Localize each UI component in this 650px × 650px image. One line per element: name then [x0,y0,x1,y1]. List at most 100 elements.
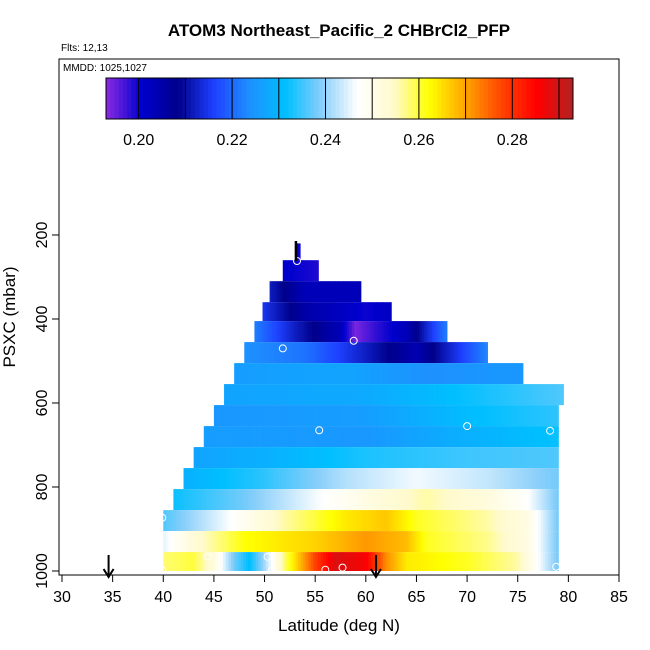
heatmap-cell [235,531,239,553]
colorbar-swatch [407,78,413,119]
heatmap-cell [343,384,347,406]
heatmap-cell [328,489,332,511]
heatmap-cell [417,342,421,364]
heatmap-cell [485,489,489,511]
heatmap-cell [292,302,296,322]
heatmap-cell [427,363,431,385]
heatmap-cell [460,552,464,571]
heatmap-cell [473,489,477,511]
heatmap-cell [349,342,353,364]
heatmap-cell [538,510,542,532]
heatmap-cell [475,510,479,532]
heatmap-cell [333,468,337,490]
heatmap-cell [412,342,416,364]
heatmap-cell [503,447,507,469]
heatmap-cell [368,510,372,532]
heatmap-cell [430,468,434,490]
heatmap-cell [415,489,419,511]
heatmap-cell [372,363,376,385]
heatmap-cell [299,321,303,343]
heatmap-cell [288,447,292,469]
heatmap-cell [378,552,382,571]
heatmap-cell [258,489,262,511]
heatmap-cell [455,489,459,511]
heatmap-cell [251,342,255,364]
colorbar-swatch [186,78,192,119]
heatmap-cell [225,552,229,571]
heatmap-cell [233,426,237,448]
heatmap-cell [438,510,442,532]
heatmap-cell [470,552,474,571]
heatmap-cell [321,405,325,427]
heatmap-cell [285,531,289,553]
heatmap-cell [358,405,362,427]
heatmap-cell [419,321,423,343]
heatmap-cell [241,405,245,427]
heatmap-cell [430,426,435,448]
heatmap-cell [311,342,316,364]
heatmap-cell [468,405,472,427]
colorbar-swatch [551,78,557,119]
heatmap-cell [469,342,473,364]
heatmap-cell [550,531,554,553]
heatmap-cell [350,447,355,469]
heatmap-cell [363,426,367,448]
heatmap-cell [271,363,275,385]
heatmap-cell [488,510,492,532]
heatmap-cell [466,384,470,406]
heatmap-cell [440,531,444,553]
heatmap-cell [295,302,299,322]
x-tick-label: 50 [256,589,274,606]
heatmap-cell [518,510,522,532]
heatmap-cell [200,531,204,553]
heatmap-cell [291,426,295,448]
heatmap-cell [404,321,408,343]
heatmap-cell [215,510,219,532]
heatmap-cell [433,489,437,511]
heatmap-cell [343,447,347,469]
heatmap-cell [210,489,214,511]
heatmap-cell [326,384,330,406]
heatmap-cell [301,384,305,406]
heatmap-cell [198,531,202,553]
heatmap-cell [389,321,393,343]
heatmap-cell [513,384,517,406]
heatmap-cell [468,384,472,406]
heatmap-cell [437,363,441,385]
heatmap-cell [315,468,320,490]
heatmap-cell [319,321,323,343]
heatmap-cell [268,405,272,427]
heatmap-cell [428,384,432,406]
heatmap-cell [173,489,177,511]
heatmap-cell [288,531,292,553]
heatmap-cell [485,384,490,406]
heatmap-cell [288,426,292,448]
heatmap-cell [545,531,549,553]
heatmap-cell [195,489,199,511]
heatmap-cell [475,552,479,571]
heatmap-cell [350,281,354,303]
heatmap-cell [233,552,237,571]
heatmap-cell [254,342,258,364]
heatmap-cell [226,405,230,427]
colorbar-swatch [267,78,273,119]
heatmap-cell [303,447,307,469]
heatmap-cell [420,468,424,490]
colorbar-swatch [462,78,468,119]
heatmap-cell [248,447,252,469]
heatmap-cell [323,426,327,448]
heatmap-cell [278,468,282,490]
heatmap-cell [540,468,544,490]
heatmap-cell [400,468,404,490]
colorbar-swatch [309,78,315,119]
heatmap-cell [410,510,414,532]
heatmap-cell [338,489,342,511]
heatmap-cell [230,489,234,511]
heatmap-cell [250,531,254,553]
heatmap-cell [510,384,514,406]
heatmap-cell [555,384,559,406]
heatmap-cell [297,260,302,282]
heatmap-cell [279,321,283,343]
heatmap-cell [343,510,347,532]
heatmap-cell [380,531,384,553]
